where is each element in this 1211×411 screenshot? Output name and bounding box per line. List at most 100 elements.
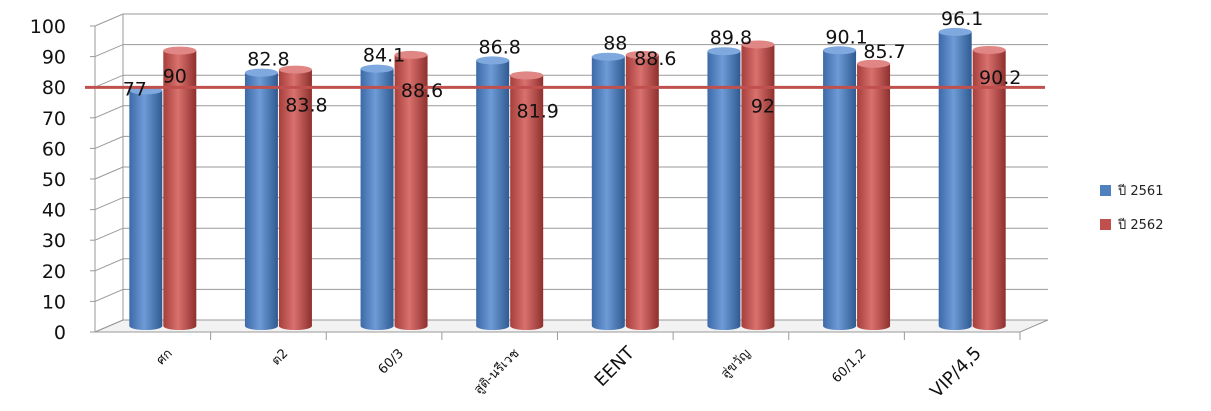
bar-2561 — [360, 64, 394, 331]
bar-2561-body — [476, 60, 510, 330]
y-tick-label: 0 — [54, 322, 66, 344]
data-label-2561: 90.1 — [825, 26, 867, 48]
gridline — [94, 288, 1048, 302]
bar-2561-body — [591, 56, 625, 330]
bar-2562-top — [625, 50, 659, 59]
bar-2561 — [244, 68, 278, 330]
data-label-2562: 90 — [163, 66, 187, 88]
legend-label-2562: ปี 2562 — [1118, 217, 1164, 233]
gridline — [94, 227, 1048, 241]
data-label-2562: 83.8 — [285, 95, 327, 117]
bar-2561-top — [244, 68, 278, 77]
gridline — [94, 74, 1048, 88]
data-label-2562: 88.6 — [634, 48, 676, 70]
bar-2561 — [823, 46, 857, 330]
bar-2562-body — [625, 54, 659, 330]
y-tick-label: 50 — [42, 169, 66, 191]
data-label-2561: 96.1 — [941, 8, 983, 30]
y-tick-label: 80 — [42, 77, 66, 99]
y-tick-label: 30 — [42, 230, 66, 252]
x-tick-label: สูติ-นรีเวช — [471, 345, 523, 397]
bar-2562 — [741, 40, 775, 330]
legend-label-2561: ปี 2561 — [1118, 183, 1164, 199]
data-label-2562: 88.6 — [401, 80, 443, 102]
gridline — [94, 135, 1048, 149]
legend-swatch-2562 — [1100, 218, 1111, 230]
x-tick-label: ศก — [154, 346, 176, 368]
bar-2561-top — [707, 47, 741, 56]
x-tick-label: 60/1,2 — [829, 346, 869, 386]
data-label-2562: 90.2 — [979, 67, 1021, 89]
bar-2561-body — [129, 90, 163, 330]
bar-2562-body — [163, 50, 197, 330]
y-tick-label: 70 — [42, 108, 66, 130]
y-tick-label: 20 — [42, 261, 66, 283]
bar-2562-body — [741, 44, 775, 330]
x-tick-label: VIP/4,5 — [926, 343, 986, 403]
legend-item-2562: ปี 2562 — [1100, 214, 1163, 234]
bar-2561-body — [938, 31, 972, 331]
bar-2562-top — [510, 71, 544, 80]
legend-swatch-2561 — [1100, 184, 1111, 196]
bar-2562-body — [510, 75, 544, 330]
bar-2562 — [625, 50, 659, 330]
bar-2561-top — [476, 56, 510, 65]
bar-2562-top — [278, 65, 312, 74]
chart-floor — [94, 319, 1049, 333]
gridline — [94, 166, 1048, 180]
x-tick-label: EENT — [591, 342, 640, 391]
data-label-2561: 77 — [123, 78, 147, 100]
bar-2562-body — [394, 54, 428, 330]
bar-2562 — [394, 50, 428, 330]
bar-2562-top — [394, 50, 428, 59]
y-tick-label: 10 — [42, 291, 66, 313]
bar-2561-top — [591, 52, 625, 61]
bar-2561-top — [360, 64, 394, 73]
bar-2561 — [591, 52, 625, 330]
bar-2561-body — [360, 68, 394, 331]
bar-2562-body — [857, 63, 891, 331]
bar-2561-top — [938, 27, 972, 36]
data-label-2562: 85.7 — [863, 41, 905, 63]
legend: ปี 2561 ปี 2562 — [1100, 180, 1163, 248]
bar-2561 — [476, 56, 510, 330]
data-label-2562: 81.9 — [517, 100, 559, 122]
data-label-2561: 84.1 — [363, 45, 405, 67]
data-label-2561: 86.8 — [479, 36, 521, 58]
gridline — [94, 258, 1048, 272]
bar-2561-body — [244, 72, 278, 330]
data-label-2561: 88 — [603, 33, 627, 55]
bar-2561 — [938, 27, 972, 331]
bar-2561-body — [823, 50, 857, 330]
y-tick-label: 100 — [30, 16, 66, 38]
y-tick-label: 40 — [42, 200, 66, 222]
bar-2561-top — [823, 46, 857, 55]
data-label-2561: 82.8 — [247, 49, 289, 71]
bar-2562-body — [972, 49, 1006, 330]
bar-2562-body — [278, 69, 312, 331]
bar-2562-top — [163, 46, 197, 55]
bar-2562 — [857, 59, 891, 331]
bar-2562 — [278, 65, 312, 331]
bar-2562 — [163, 46, 197, 330]
bar-2561-body — [707, 51, 741, 330]
bar-2562 — [972, 45, 1006, 330]
bar-2562 — [510, 71, 544, 330]
bar-2561 — [707, 47, 741, 330]
x-tick-label: สู่ขวัญ — [718, 346, 753, 381]
bar-2561 — [129, 86, 163, 330]
gridline — [94, 105, 1048, 119]
bar-2562-top — [741, 40, 775, 49]
data-label-2562: 92 — [751, 95, 775, 117]
x-tick-label: ต2 — [269, 346, 291, 368]
gridline — [94, 13, 1048, 27]
data-label-2561: 89.8 — [710, 27, 752, 49]
y-tick-label: 90 — [42, 47, 66, 69]
y-tick-label: 60 — [42, 138, 66, 160]
legend-item-2561: ปี 2561 — [1100, 180, 1163, 200]
x-tick-label: 60/3 — [376, 346, 407, 377]
bar-2562-top — [857, 59, 891, 68]
gridline — [94, 197, 1048, 211]
